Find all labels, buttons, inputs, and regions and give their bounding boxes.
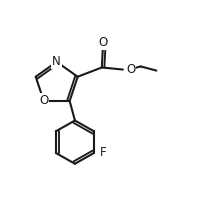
Text: N: N	[52, 55, 61, 68]
Text: O: O	[39, 94, 48, 108]
Text: O: O	[126, 63, 135, 76]
Text: O: O	[98, 36, 108, 49]
Text: F: F	[100, 146, 106, 159]
